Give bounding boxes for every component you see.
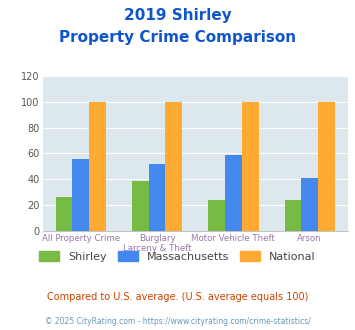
Bar — [318, 102, 335, 231]
Text: Compared to U.S. average. (U.S. average equals 100): Compared to U.S. average. (U.S. average … — [47, 292, 308, 302]
Bar — [72, 159, 89, 231]
Text: Property Crime Comparison: Property Crime Comparison — [59, 30, 296, 45]
Bar — [165, 102, 182, 231]
Bar — [285, 200, 301, 231]
Bar — [242, 102, 258, 231]
Bar — [301, 178, 318, 231]
Bar — [56, 197, 72, 231]
Bar — [149, 164, 165, 231]
Legend: Shirley, Massachusetts, National: Shirley, Massachusetts, National — [35, 247, 320, 267]
Bar — [225, 155, 242, 231]
Bar — [208, 200, 225, 231]
Bar — [132, 181, 149, 231]
Text: © 2025 CityRating.com - https://www.cityrating.com/crime-statistics/: © 2025 CityRating.com - https://www.city… — [45, 317, 310, 326]
Text: 2019 Shirley: 2019 Shirley — [124, 8, 231, 23]
Bar — [89, 102, 106, 231]
